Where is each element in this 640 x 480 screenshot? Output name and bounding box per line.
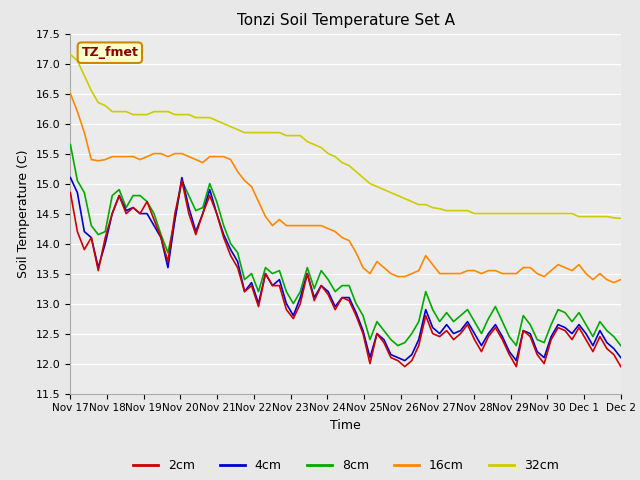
Title: Tonzi Soil Temperature Set A: Tonzi Soil Temperature Set A xyxy=(237,13,454,28)
X-axis label: Time: Time xyxy=(330,419,361,432)
Text: TZ_fmet: TZ_fmet xyxy=(81,46,138,59)
Y-axis label: Soil Temperature (C): Soil Temperature (C) xyxy=(17,149,30,278)
Legend: 2cm, 4cm, 8cm, 16cm, 32cm: 2cm, 4cm, 8cm, 16cm, 32cm xyxy=(127,455,564,477)
